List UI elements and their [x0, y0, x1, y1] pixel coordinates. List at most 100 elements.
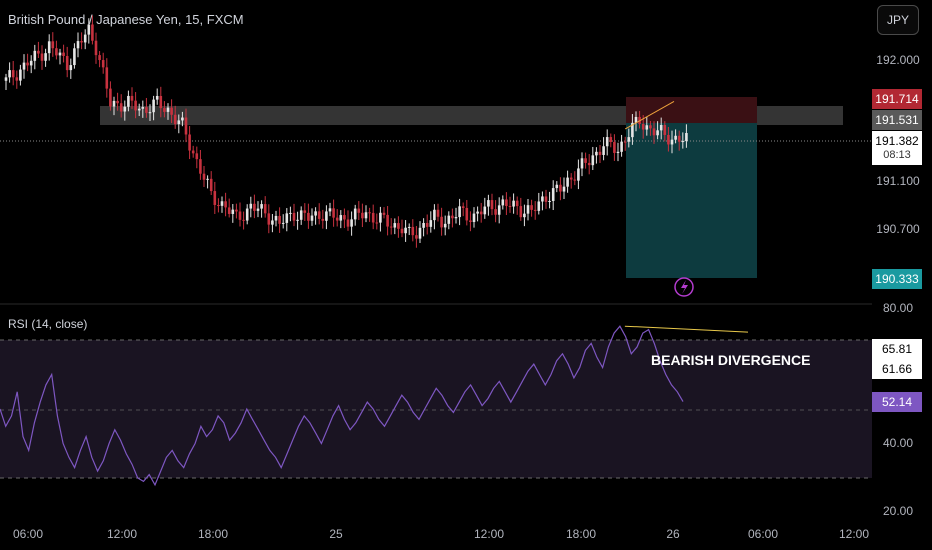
candle-body	[292, 212, 296, 221]
candle-body	[310, 215, 314, 221]
candle-body	[44, 53, 47, 61]
candle-body	[15, 77, 19, 81]
candle-body	[555, 184, 559, 189]
candle-body	[353, 208, 357, 220]
candle-body	[263, 204, 267, 214]
candle-body	[490, 200, 494, 210]
candle-body	[224, 201, 227, 208]
candle-body	[472, 213, 476, 223]
candle-body	[361, 212, 364, 219]
candle-body	[134, 100, 137, 111]
candle-body	[209, 178, 213, 192]
candle-body	[119, 103, 123, 112]
candle-body	[559, 184, 562, 192]
target-zone	[626, 123, 757, 278]
candle-body	[451, 215, 454, 219]
candle-body	[526, 205, 530, 214]
candle-body	[598, 151, 602, 155]
candle-body	[670, 139, 674, 145]
currency-button[interactable]: JPY	[877, 5, 919, 35]
candle-body	[667, 134, 670, 145]
candle-body	[674, 135, 677, 140]
candle-body	[548, 200, 551, 202]
candle-body	[501, 199, 505, 206]
candle-body	[465, 207, 469, 221]
candle-body	[371, 212, 375, 223]
candle-body	[11, 70, 15, 78]
candle-body	[55, 48, 58, 56]
candle-body	[47, 41, 51, 54]
candle-body	[375, 222, 379, 224]
candle-body	[505, 199, 508, 206]
candle-body	[649, 125, 652, 129]
candle-body	[278, 215, 281, 224]
candle-body	[26, 62, 29, 66]
candle-body	[321, 218, 325, 221]
candle-body	[454, 217, 458, 219]
candle-body	[631, 122, 634, 138]
candle-body	[685, 133, 688, 142]
candle-body	[65, 56, 69, 71]
candle-body	[58, 52, 62, 56]
candle-body	[422, 222, 425, 228]
candle-body	[350, 219, 353, 227]
divergence-price-line	[624, 101, 675, 130]
candle-body	[69, 65, 73, 71]
candle-body	[22, 62, 26, 70]
alert-icon[interactable]	[674, 277, 694, 297]
rsi-tick-40: 40.00	[882, 436, 914, 450]
divergence-rsi-line	[624, 325, 749, 333]
candle-body	[242, 219, 245, 221]
candle-body	[386, 214, 389, 227]
candle-body	[515, 200, 519, 207]
candle-body	[494, 209, 497, 215]
rsi-line	[0, 325, 684, 487]
candle-body	[605, 137, 609, 147]
candle-body	[634, 116, 638, 123]
candle-body	[296, 219, 299, 221]
candles	[4, 15, 688, 248]
candle-body	[476, 211, 479, 214]
candle-body	[537, 201, 541, 211]
candle-body	[580, 158, 584, 169]
candle-body	[508, 205, 512, 207]
candle-body	[76, 41, 80, 49]
candle-body	[83, 34, 87, 43]
bearish-divergence-label: BEARISH DIVERGENCE	[651, 352, 810, 368]
candle-body	[487, 200, 490, 207]
candle-body	[325, 211, 328, 221]
candle-body	[343, 215, 346, 220]
candle-body	[393, 223, 397, 228]
current-price-value: 191.382	[875, 134, 919, 148]
candle-body	[202, 173, 206, 180]
candle-body	[51, 41, 55, 49]
candle-body	[404, 227, 407, 234]
candle-body	[33, 50, 37, 61]
candle-body	[116, 100, 119, 104]
candle-body	[170, 107, 173, 115]
candle-body	[127, 95, 130, 107]
bar-countdown: 08:13	[883, 149, 911, 161]
candle-body	[238, 211, 242, 220]
candle-body	[274, 215, 278, 221]
candle-body	[249, 203, 253, 209]
candle-body	[458, 206, 461, 218]
candle-body	[281, 222, 285, 224]
candle-body	[339, 215, 343, 221]
candle-body	[440, 216, 443, 228]
candle-body	[573, 179, 577, 181]
candle-body	[177, 120, 181, 125]
x-tick-0600: 06:00	[12, 527, 44, 541]
candle-body	[137, 108, 141, 111]
candle-body	[433, 209, 436, 221]
candle-body	[155, 95, 159, 100]
candle-body	[641, 124, 645, 130]
rsi-tick-80: 80.00	[882, 301, 914, 315]
x-tick-1200c: 12:00	[838, 527, 870, 541]
rsi-value-5214: 52.14	[872, 392, 922, 412]
x-tick-26: 26	[666, 527, 680, 541]
entry-price-label: 191.531	[872, 110, 922, 130]
candle-body	[551, 188, 555, 201]
stop-loss-zone	[626, 97, 757, 123]
